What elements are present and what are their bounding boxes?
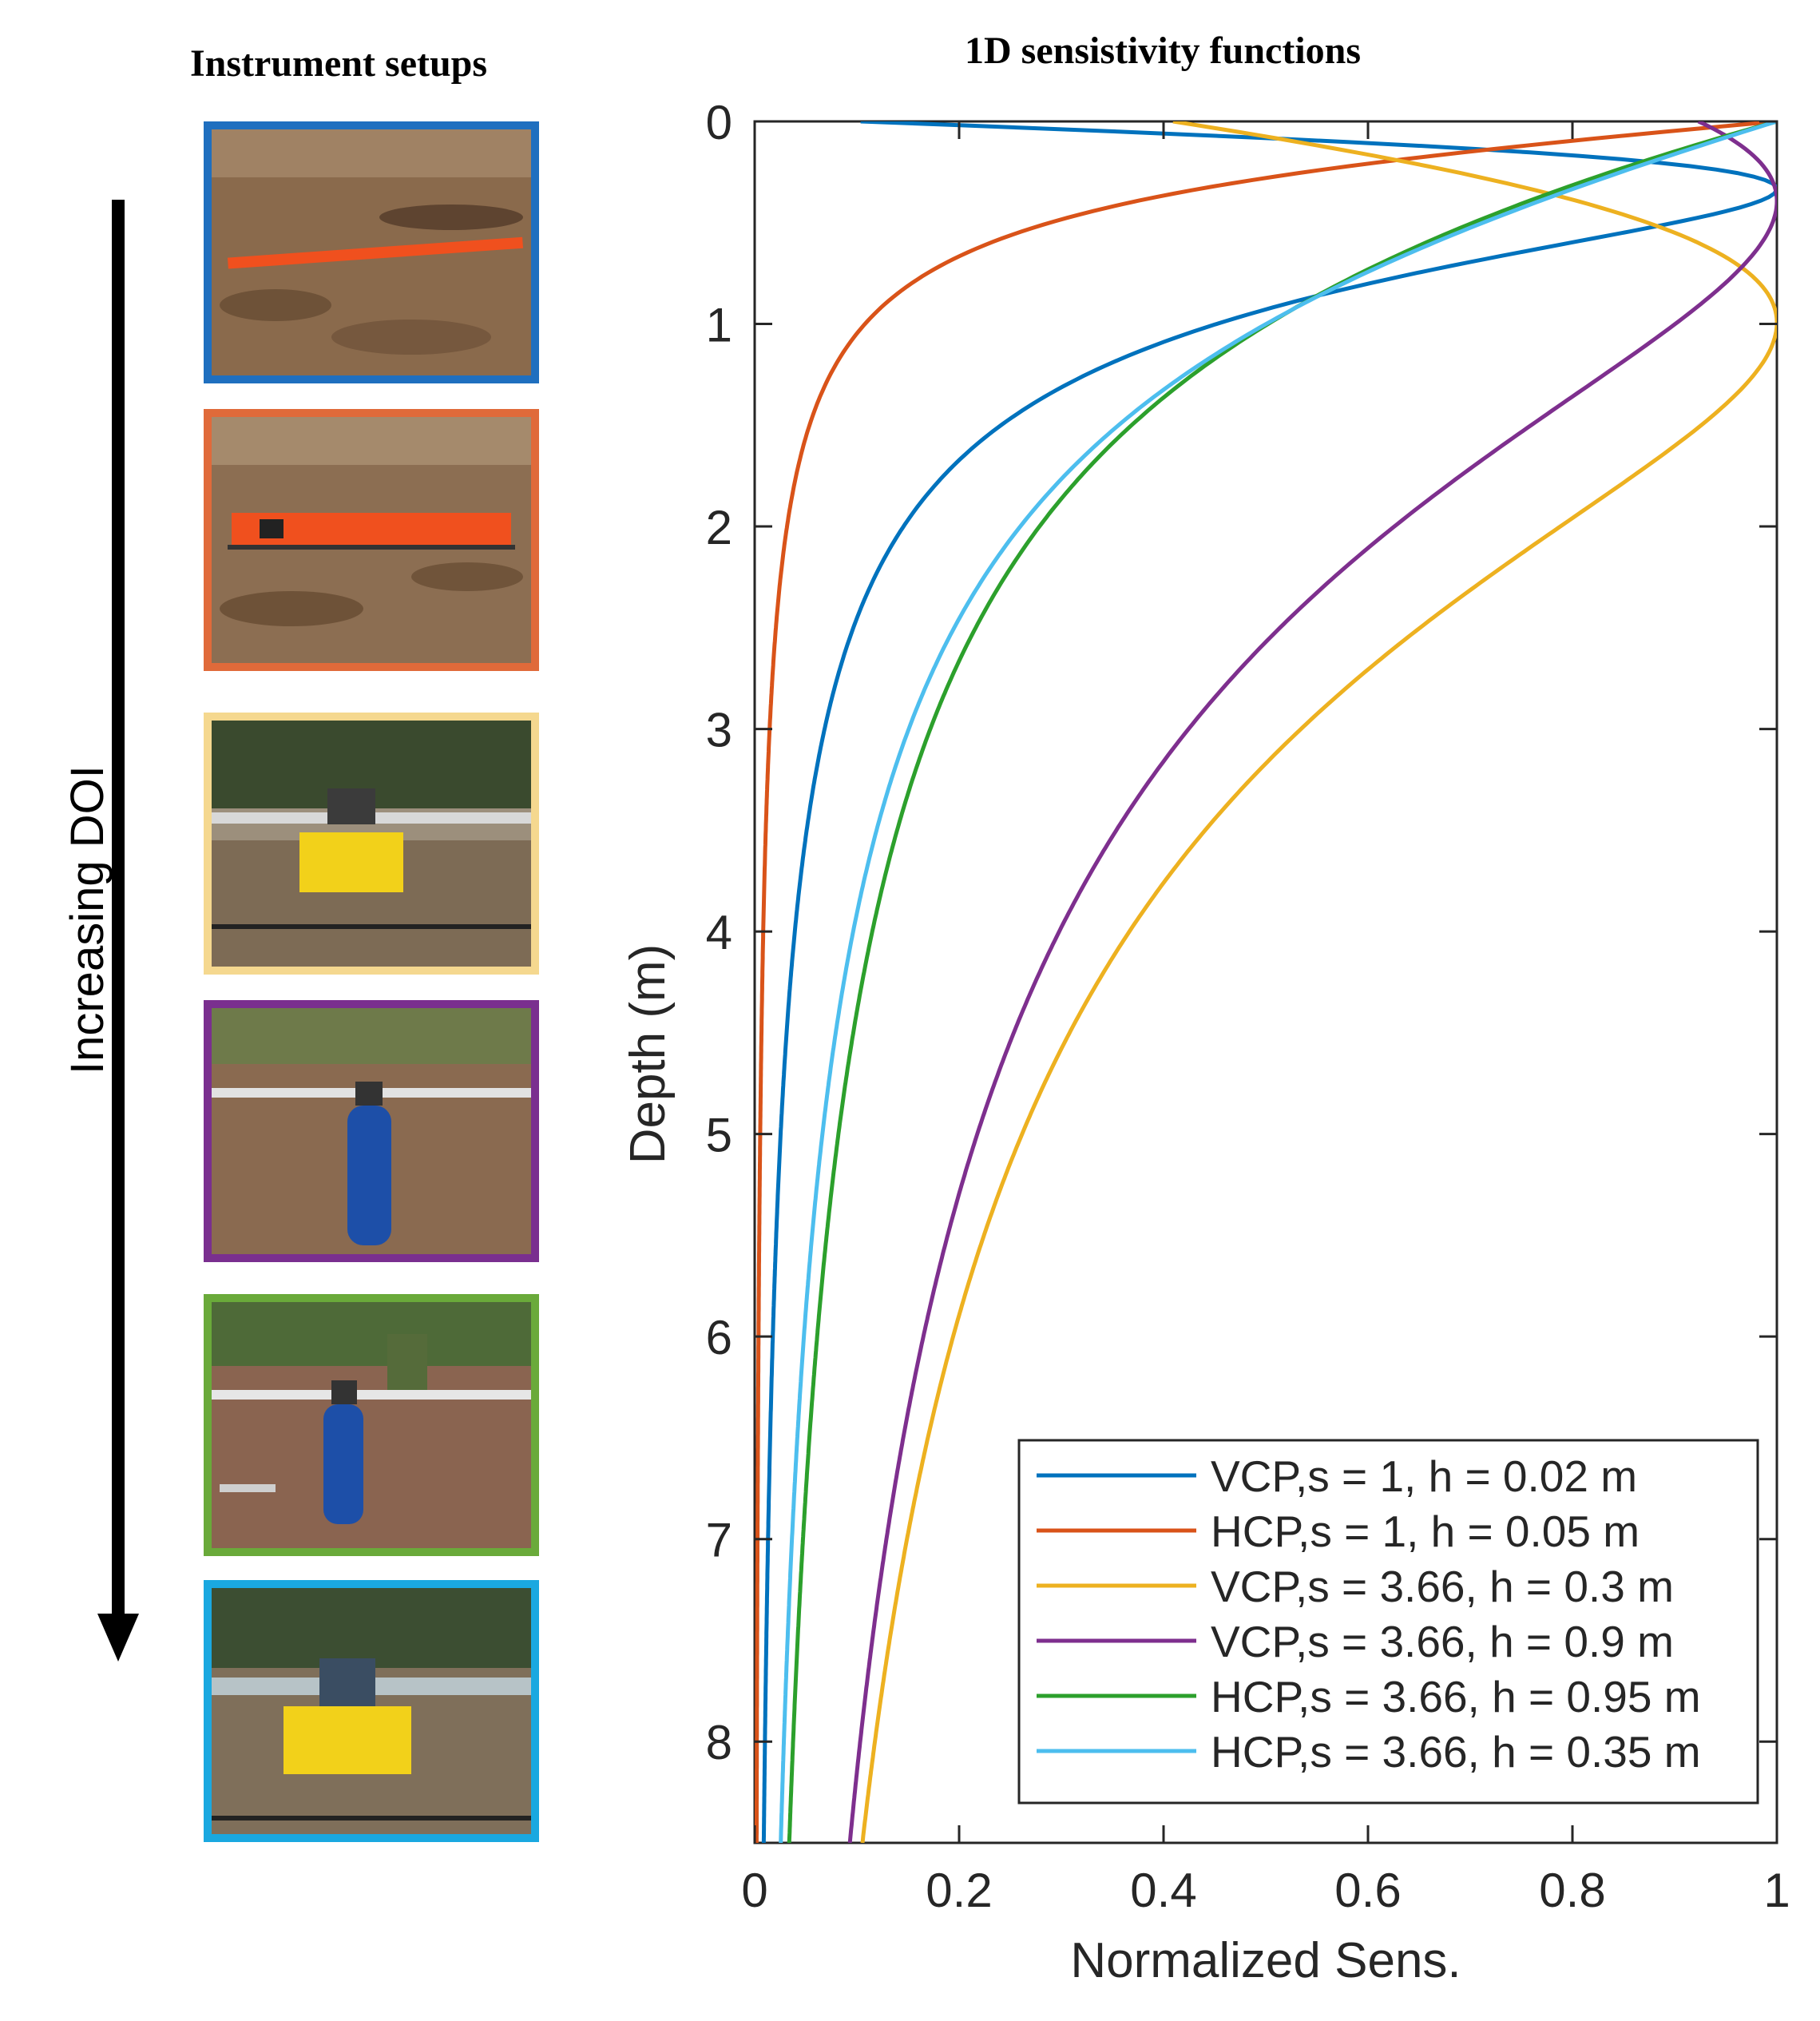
- legend-box: [1017, 1439, 1759, 1805]
- y-tick-label: 2: [706, 501, 732, 554]
- y-tick-label: 1: [706, 299, 732, 352]
- series-line-3: [860, 121, 1777, 1843]
- legend-entry: VCP,s = 1, h = 0.02 m: [1211, 1451, 1637, 1501]
- y-tick-label: 8: [706, 1716, 732, 1769]
- setup-photo-5: [204, 1294, 539, 1556]
- x-tick-label: 0: [741, 1864, 767, 1917]
- legend-entry: HCP,s = 1, h = 0.05 m: [1211, 1507, 1640, 1556]
- y-tick-label: 0: [706, 96, 732, 149]
- setup-photo-1: [204, 121, 539, 383]
- ticks-group: 0 0.2 0.4 0.6 0.8 1 0 1 2 3 4 5 6 7 8: [706, 96, 1790, 1917]
- setup-photo-2: [204, 409, 539, 671]
- legend-entry: HCP,s = 3.66, h = 0.35 m: [1211, 1727, 1701, 1777]
- legend-entry: VCP,s = 3.66, h = 0.9 m: [1211, 1617, 1674, 1666]
- y-tick-label: 3: [706, 704, 732, 757]
- x-tick-label: 1: [1763, 1864, 1790, 1917]
- legend: VCP,s = 1, h = 0.02 m HCP,s = 1, h = 0.05…: [1017, 1439, 1759, 1805]
- increasing-doi-arrow: [80, 200, 160, 1670]
- series-line-6: [779, 121, 1777, 1843]
- x-tick-label: 0.2: [926, 1864, 992, 1917]
- chart-title: 1D sensistivity functions: [965, 30, 1362, 72]
- increasing-doi-label: Increasing DOI: [61, 765, 113, 1074]
- x-axis-label: Normalized Sens.: [1070, 1933, 1461, 1988]
- legend-entry: VCP,s = 3.66, h = 0.3 m: [1211, 1562, 1674, 1611]
- setup-photo-3: [204, 713, 539, 975]
- sensitivity-chart: 0 0.2 0.4 0.6 0.8 1 0 1 2 3 4 5 6 7 8 Normalized Sens.…: [623, 96, 1790, 1988]
- legend-entry: HCP,s = 3.66, h = 0.95 m: [1211, 1672, 1701, 1721]
- x-tick-label: 0.4: [1130, 1864, 1196, 1917]
- series-line-1: [761, 121, 1777, 1843]
- instrument-setups-title: Instrument setups: [190, 42, 488, 85]
- y-tick-label: 7: [706, 1514, 732, 1567]
- setup-photo-6: [204, 1580, 539, 1842]
- series-line-2: [755, 121, 1777, 1843]
- series-line-5: [787, 121, 1777, 1843]
- y-tick-label: 6: [706, 1311, 732, 1364]
- x-tick-label: 0.8: [1539, 1864, 1605, 1917]
- y-axis-label: Depth (m): [623, 944, 676, 1165]
- x-tick-label: 0.6: [1334, 1864, 1401, 1917]
- setup-photo-4: [204, 1000, 539, 1262]
- series-line-4: [847, 121, 1777, 1843]
- curves-group: [755, 121, 1777, 1843]
- y-tick-label: 4: [706, 906, 732, 959]
- axes-box: [753, 120, 1778, 1844]
- y-tick-label: 5: [706, 1109, 732, 1162]
